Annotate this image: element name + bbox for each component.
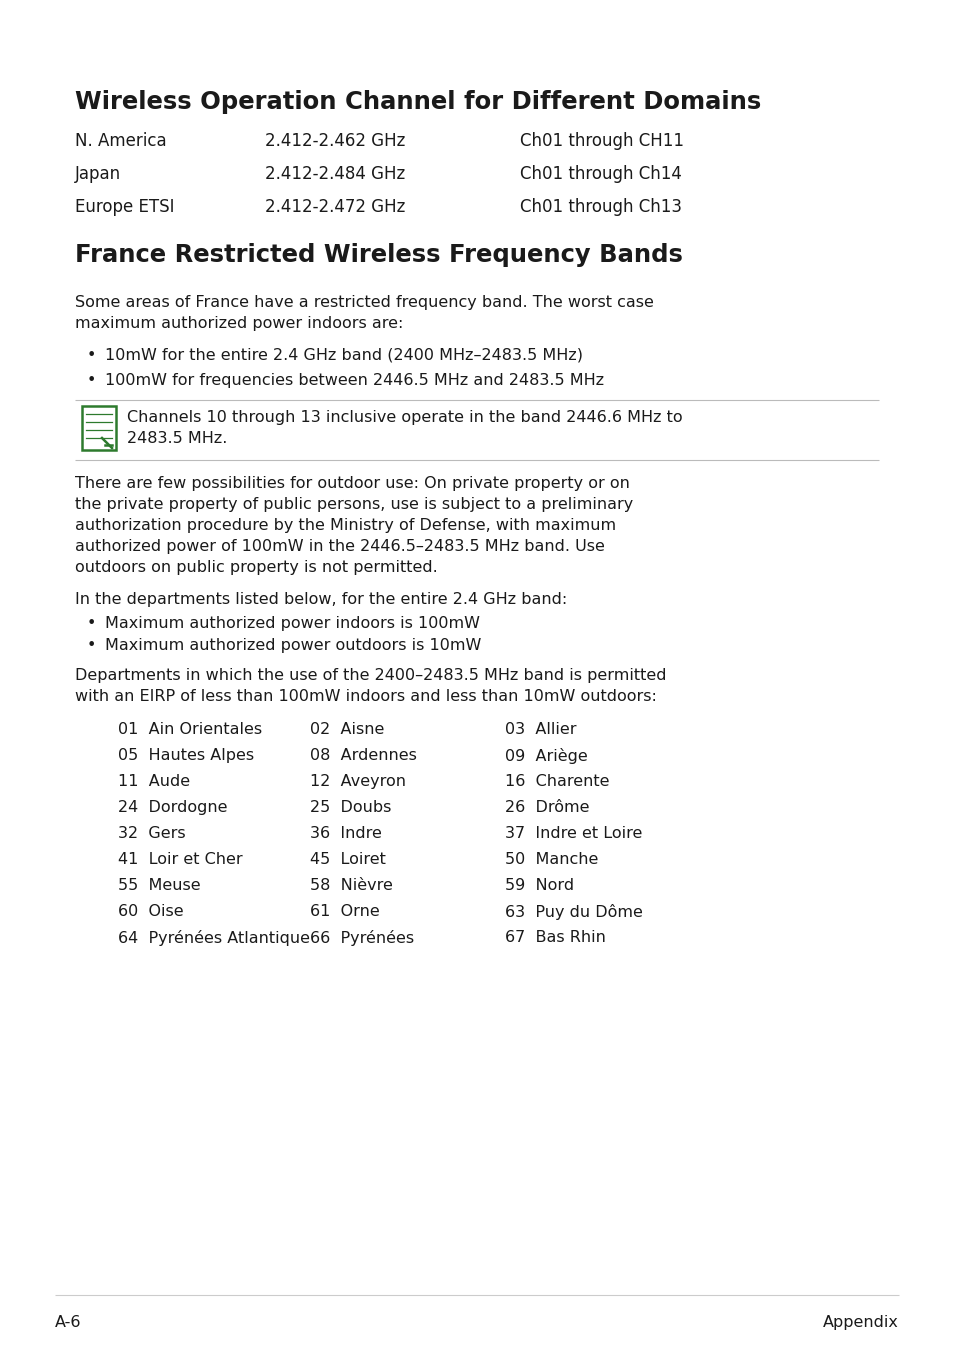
Text: 08  Ardennes: 08 Ardennes: [310, 748, 416, 763]
Text: 16  Charente: 16 Charente: [504, 773, 609, 788]
Text: •: •: [87, 373, 96, 388]
Text: 61  Orne: 61 Orne: [310, 904, 379, 919]
Text: 58  Nièvre: 58 Nièvre: [310, 878, 393, 893]
Text: There are few possibilities for outdoor use: On private property or on: There are few possibilities for outdoor …: [75, 476, 629, 491]
Text: authorization procedure by the Ministry of Defense, with maximum: authorization procedure by the Ministry …: [75, 518, 616, 533]
Text: 11  Aude: 11 Aude: [118, 773, 190, 788]
Text: outdoors on public property is not permitted.: outdoors on public property is not permi…: [75, 560, 437, 575]
Text: Ch01 through CH11: Ch01 through CH11: [519, 132, 683, 151]
Text: 36  Indre: 36 Indre: [310, 826, 381, 841]
Text: Japan: Japan: [75, 166, 121, 183]
Text: Wireless Operation Channel for Different Domains: Wireless Operation Channel for Different…: [75, 90, 760, 114]
Text: 60  Oise: 60 Oise: [118, 904, 183, 919]
Text: France Restricted Wireless Frequency Bands: France Restricted Wireless Frequency Ban…: [75, 243, 682, 267]
Text: with an EIRP of less than 100mW indoors and less than 10mW outdoors:: with an EIRP of less than 100mW indoors …: [75, 689, 657, 704]
Text: Europe ETSI: Europe ETSI: [75, 198, 174, 216]
Text: Departments in which the use of the 2400–2483.5 MHz band is permitted: Departments in which the use of the 2400…: [75, 668, 666, 683]
Text: Maximum authorized power indoors is 100mW: Maximum authorized power indoors is 100m…: [105, 616, 479, 631]
Text: •: •: [87, 347, 96, 364]
Bar: [82, 406, 116, 451]
Text: 63  Puy du Dôme: 63 Puy du Dôme: [504, 904, 642, 920]
Text: 66  Pyrénées: 66 Pyrénées: [310, 930, 414, 946]
Text: 10mW for the entire 2.4 GHz band (2400 MHz–2483.5 MHz): 10mW for the entire 2.4 GHz band (2400 M…: [105, 347, 582, 364]
Text: 67  Bas Rhin: 67 Bas Rhin: [504, 930, 605, 944]
Text: authorized power of 100mW in the 2446.5–2483.5 MHz band. Use: authorized power of 100mW in the 2446.5–…: [75, 539, 604, 554]
Text: 02  Aisne: 02 Aisne: [310, 722, 384, 737]
Text: 01  Ain Orientales: 01 Ain Orientales: [118, 722, 262, 737]
Text: 05  Hautes Alpes: 05 Hautes Alpes: [118, 748, 253, 763]
Text: In the departments listed below, for the entire 2.4 GHz band:: In the departments listed below, for the…: [75, 592, 567, 607]
Text: the private property of public persons, use is subject to a preliminary: the private property of public persons, …: [75, 497, 633, 512]
Text: Ch01 through Ch14: Ch01 through Ch14: [519, 166, 681, 183]
Text: 41  Loir et Cher: 41 Loir et Cher: [118, 852, 242, 867]
Text: 26  Drôme: 26 Drôme: [504, 801, 589, 816]
Text: 100mW for frequencies between 2446.5 MHz and 2483.5 MHz: 100mW for frequencies between 2446.5 MHz…: [105, 373, 603, 388]
Text: N. America: N. America: [75, 132, 167, 151]
Text: Some areas of France have a restricted frequency band. The worst case: Some areas of France have a restricted f…: [75, 294, 653, 309]
Text: 24  Dordogne: 24 Dordogne: [118, 801, 227, 816]
Text: Appendix: Appendix: [822, 1315, 898, 1330]
Text: •: •: [87, 616, 96, 631]
Text: •: •: [87, 638, 96, 653]
Text: 50  Manche: 50 Manche: [504, 852, 598, 867]
Text: A-6: A-6: [55, 1315, 81, 1330]
Text: 03  Allier: 03 Allier: [504, 722, 576, 737]
Text: 32  Gers: 32 Gers: [118, 826, 186, 841]
Text: 12  Aveyron: 12 Aveyron: [310, 773, 406, 788]
Text: 25  Doubs: 25 Doubs: [310, 801, 391, 816]
Text: Maximum authorized power outdoors is 10mW: Maximum authorized power outdoors is 10m…: [105, 638, 481, 653]
Text: 55  Meuse: 55 Meuse: [118, 878, 200, 893]
Text: 2.412-2.484 GHz: 2.412-2.484 GHz: [265, 166, 405, 183]
Text: 09  Ariège: 09 Ariège: [504, 748, 587, 764]
Text: 64  Pyrénées Atlantique: 64 Pyrénées Atlantique: [118, 930, 310, 946]
Text: Channels 10 through 13 inclusive operate in the band 2446.6 MHz to: Channels 10 through 13 inclusive operate…: [127, 410, 682, 425]
Text: 59  Nord: 59 Nord: [504, 878, 574, 893]
Text: Ch01 through Ch13: Ch01 through Ch13: [519, 198, 681, 216]
Text: 45  Loiret: 45 Loiret: [310, 852, 385, 867]
Text: 2.412-2.472 GHz: 2.412-2.472 GHz: [265, 198, 405, 216]
Text: maximum authorized power indoors are:: maximum authorized power indoors are:: [75, 316, 403, 331]
Text: 2.412-2.462 GHz: 2.412-2.462 GHz: [265, 132, 405, 151]
Text: 2483.5 MHz.: 2483.5 MHz.: [127, 432, 227, 446]
Text: 37  Indre et Loire: 37 Indre et Loire: [504, 826, 641, 841]
